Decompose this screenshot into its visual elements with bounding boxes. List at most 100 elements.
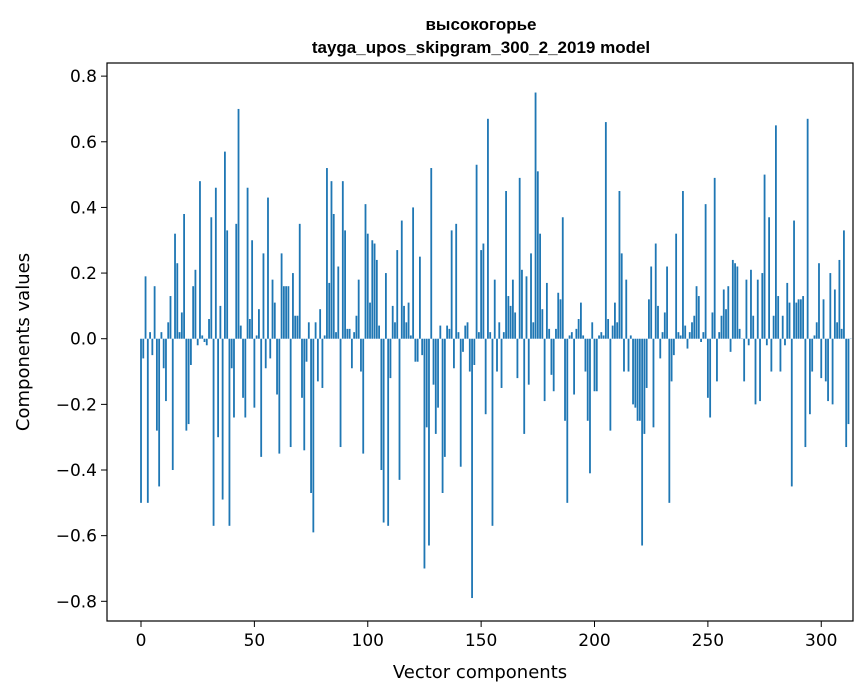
bar <box>840 328 843 339</box>
bar <box>158 338 161 487</box>
bar <box>797 299 800 339</box>
bar <box>323 335 326 339</box>
bar <box>382 338 385 523</box>
bar <box>654 243 657 339</box>
y-axis-ticks: −0.8 −0.6 −0.4 −0.2 0.0 0.2 0.4 0.6 0.8 <box>56 67 107 612</box>
bar <box>428 338 430 546</box>
bar <box>448 328 451 339</box>
bar <box>555 328 557 339</box>
bar <box>416 338 419 362</box>
y-tick-label: −0.2 <box>56 395 97 415</box>
bar <box>226 230 229 339</box>
bar <box>294 315 297 339</box>
bar <box>303 338 306 451</box>
bar <box>167 322 170 339</box>
bar <box>684 325 687 339</box>
bar <box>809 338 811 415</box>
bar <box>679 335 682 339</box>
bar <box>777 296 780 339</box>
bar <box>339 338 342 448</box>
y-tick-label: 0.2 <box>70 264 97 284</box>
bar <box>477 332 480 339</box>
bar <box>244 338 247 418</box>
bar <box>799 299 802 339</box>
bar <box>738 328 741 339</box>
bar <box>725 309 727 339</box>
bar <box>545 282 548 339</box>
bar <box>446 325 449 339</box>
bar <box>314 322 317 339</box>
bar <box>700 338 702 342</box>
bar <box>471 338 473 599</box>
bar <box>455 223 458 339</box>
bar <box>205 338 208 346</box>
bar <box>806 118 809 339</box>
bar <box>507 296 510 339</box>
bar <box>518 177 521 339</box>
bar <box>831 338 834 405</box>
y-tick-label: −0.8 <box>56 592 97 612</box>
bar <box>822 299 825 339</box>
bar <box>208 319 210 339</box>
bar <box>271 279 274 339</box>
bar <box>466 322 469 339</box>
bar <box>493 279 496 339</box>
bar <box>144 276 147 339</box>
bar <box>620 253 623 339</box>
bar <box>611 325 614 339</box>
bar <box>305 338 308 362</box>
bar <box>419 256 421 339</box>
bar <box>530 253 532 339</box>
bar <box>593 338 596 392</box>
bar <box>768 217 771 339</box>
bar <box>833 289 836 339</box>
bar <box>425 338 428 428</box>
bar <box>344 230 346 339</box>
y-tick-label: −0.4 <box>56 461 97 481</box>
bar <box>722 289 725 339</box>
bar <box>434 338 437 434</box>
bar <box>573 338 575 395</box>
bar <box>688 332 691 339</box>
bars-group <box>140 92 852 599</box>
bar <box>180 312 183 339</box>
bar <box>759 338 761 402</box>
bar <box>790 338 793 487</box>
bar <box>155 338 158 431</box>
bar <box>568 335 571 339</box>
bar <box>171 338 174 471</box>
bar <box>561 217 564 339</box>
bar <box>398 338 401 480</box>
bar <box>165 338 167 402</box>
bar <box>176 263 179 339</box>
x-axis-ticks: 0 50 100 150 200 250 300 <box>136 621 837 651</box>
bar <box>430 168 433 339</box>
bar <box>779 338 782 372</box>
bar <box>357 279 360 339</box>
x-tick-label: 300 <box>805 631 837 651</box>
bar <box>770 338 773 372</box>
bar <box>475 164 478 339</box>
bar <box>716 338 718 382</box>
bar <box>391 305 394 339</box>
bar <box>657 305 659 339</box>
bar <box>659 338 662 359</box>
bar <box>307 322 310 339</box>
x-axis-label: Vector components <box>393 662 567 683</box>
bar <box>614 302 616 339</box>
x-tick-label: 50 <box>244 631 266 651</box>
bar <box>713 177 716 339</box>
bar <box>591 322 594 339</box>
bar <box>321 338 324 388</box>
bar <box>319 309 322 339</box>
bar <box>788 302 791 339</box>
bar <box>375 259 378 339</box>
bar <box>214 187 217 339</box>
bar <box>670 338 673 382</box>
bar <box>582 335 585 339</box>
bar <box>627 338 630 372</box>
bar <box>151 338 154 356</box>
bar <box>634 338 637 408</box>
y-tick-label: 0.4 <box>70 198 97 218</box>
bar <box>811 338 814 372</box>
